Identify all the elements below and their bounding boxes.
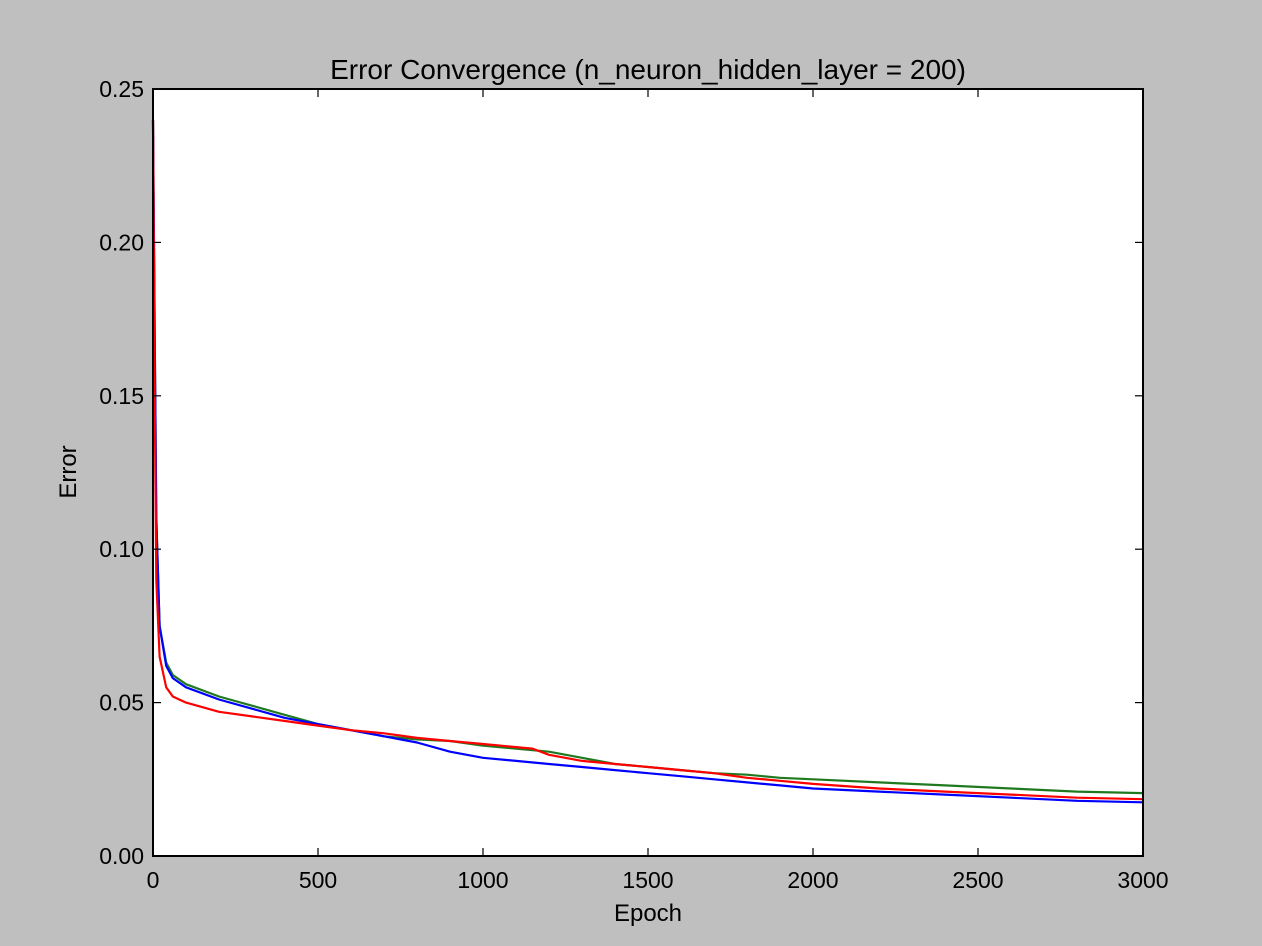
x-tick-label: 3000 xyxy=(1117,867,1168,893)
x-tick-label: 2000 xyxy=(787,867,838,893)
y-axis-label: Error xyxy=(55,445,82,498)
x-tick-label: 1500 xyxy=(622,867,673,893)
y-tick-label: 0.25 xyxy=(99,76,144,102)
series-line-1 xyxy=(151,119,1144,804)
ticks-layer: 0 500 1000 1500 2000 2500 3000 0.00 0.05 0.10 0.15… xyxy=(99,76,1168,893)
chart-title: Error Convergence (n_neuron_hidden_layer… xyxy=(330,54,966,85)
x-tick-label: 1000 xyxy=(457,867,508,893)
x-axis-label: Epoch xyxy=(614,900,682,927)
series-line-0 xyxy=(151,119,1144,795)
y-tick-label: 0.15 xyxy=(99,383,144,409)
y-tick-label: 0.10 xyxy=(99,536,144,562)
x-tick-label: 2500 xyxy=(952,867,1003,893)
series-layer xyxy=(151,119,1144,804)
x-tick-label: 0 xyxy=(147,867,160,893)
y-tick-label: 0.20 xyxy=(99,229,144,255)
y-tick-label: 0.00 xyxy=(99,843,144,869)
y-tick-label: 0.05 xyxy=(99,690,144,716)
series-line-2 xyxy=(151,119,1144,801)
plot-area xyxy=(153,89,1143,856)
x-tick-label: 500 xyxy=(299,867,337,893)
